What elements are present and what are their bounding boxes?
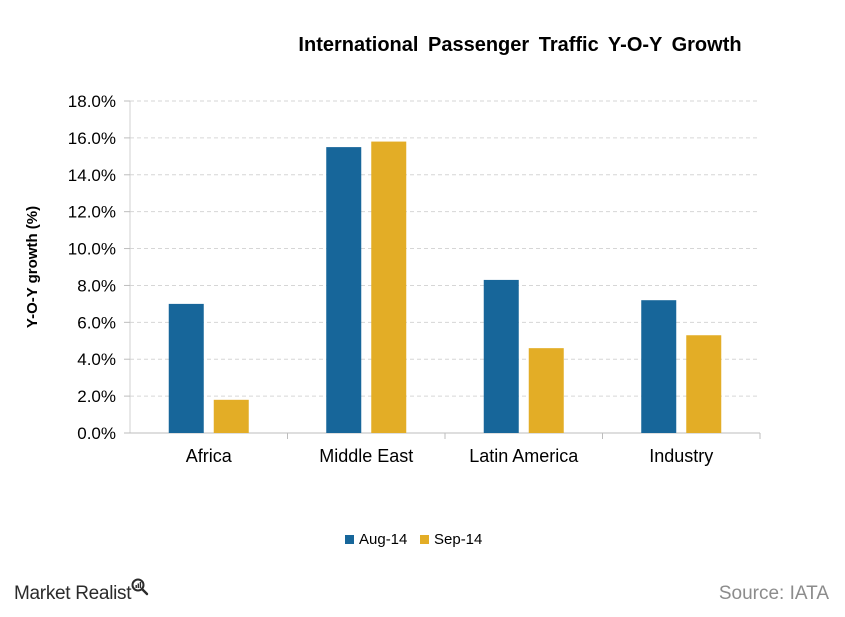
bars [168, 141, 722, 434]
legend-swatch [420, 535, 429, 544]
source-note: Source: IATA [718, 583, 829, 604]
y-tick-label: 18.0% [68, 92, 116, 111]
bar-aug-14-latin-america [483, 279, 519, 433]
bar-aug-14-middle-east [326, 147, 362, 433]
y-tick-label: 10.0% [68, 240, 116, 259]
legend-label: Aug-14 [359, 531, 407, 548]
bar-sep-14-africa [213, 399, 249, 433]
bar-sep-14-latin-america [528, 348, 564, 433]
legend-label: Sep-14 [434, 531, 482, 548]
axis-labels: 0.0% 2.0% 4.0% 6.0% 8.0% 10.0% 12.0% 14.0% 16.0%… [24, 92, 713, 466]
x-category-label: Latin America [469, 446, 579, 466]
y-tick-label: 2.0% [77, 387, 116, 406]
y-tick-label: 8.0% [77, 276, 116, 295]
y-axis-title: Y-O-Y growth (%) [24, 206, 41, 328]
y-tick-label: 0.0% [77, 424, 116, 443]
bar-sep-14-industry [686, 335, 722, 433]
legend: Aug-14 Sep-14 [345, 531, 482, 548]
magnifier-icon [131, 578, 149, 596]
y-tick-label: 14.0% [68, 166, 116, 185]
y-tick-label: 12.0% [68, 203, 116, 222]
bar-aug-14-africa [168, 303, 204, 433]
bar-aug-14-industry [641, 300, 677, 433]
chart-title: International Passenger Traffic Y-O-Y Gr… [298, 34, 742, 56]
brand-logo-text: Market Realist [14, 583, 132, 604]
x-category-label: Africa [186, 446, 233, 466]
y-tick-label: 6.0% [77, 313, 116, 332]
x-category-label: Industry [649, 446, 713, 466]
y-tick-label: 16.0% [68, 129, 116, 148]
y-tick-label: 4.0% [77, 350, 116, 369]
legend-swatch [345, 535, 354, 544]
x-category-label: Middle East [319, 446, 413, 466]
bar-sep-14-middle-east [371, 141, 407, 434]
